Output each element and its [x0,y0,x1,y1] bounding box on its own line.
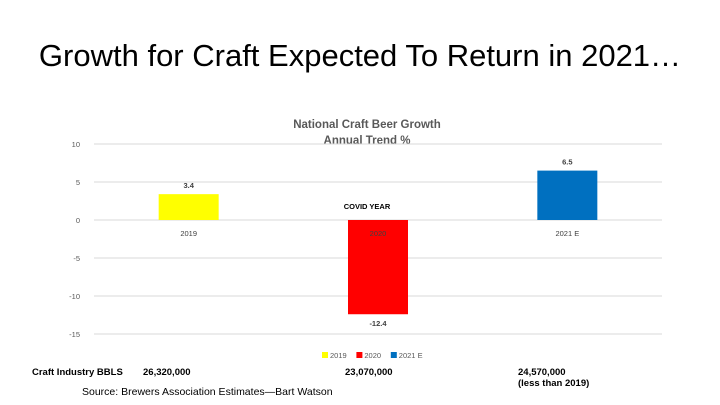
covid-annotation: COVID YEAR [344,202,391,211]
y-tick-label: 10 [72,140,80,149]
legend: 2019 2020 2021 E [322,351,423,360]
data-label: 6.5 [562,158,572,167]
legend-label: 2019 [330,351,347,360]
bbls-label: Craft Industry BBLS [32,367,123,378]
bbls-value-2020: 23,070,000 [345,367,393,378]
legend-label: 2020 [364,351,381,360]
y-axis-ticks: -15 -10 -5 0 5 10 [69,140,80,339]
y-tick-label: -15 [69,330,80,339]
bars [158,170,598,315]
y-tick-label: 5 [76,178,80,187]
data-label: -12.4 [369,319,387,328]
legend-swatch [356,352,363,358]
legend-swatch [390,352,397,358]
y-tick-label: -5 [73,254,80,263]
category-label: 2021 E [555,229,579,238]
chart-title: National Craft Beer Growth [293,119,441,131]
y-tick-label: 0 [76,216,80,225]
source-text: Source: Brewers Association Estimates—Ba… [82,386,333,398]
bar-2021-e [537,170,598,220]
legend-swatch [322,352,328,358]
legend-label: 2021 E [399,351,423,360]
category-label: 2020 [370,229,387,238]
bar-2020 [348,220,408,315]
category-label: 2019 [180,229,197,238]
bar-2019 [158,194,219,220]
bar-labels: 3.4 2019 -12.4 2020 6.5 2021 E [180,158,579,329]
chart-subtitle: Annual Trend % [324,135,411,147]
y-tick-label: -10 [69,292,80,301]
slide-title: Growth for Craft Expected To Return in 2… [38,38,682,73]
bbls-value-2019: 26,320,000 [143,367,191,378]
data-label: 3.4 [183,181,194,190]
bbls-note: (less than 2019) [518,378,590,389]
bbls-value-2021: 24,570,000 [518,367,566,378]
